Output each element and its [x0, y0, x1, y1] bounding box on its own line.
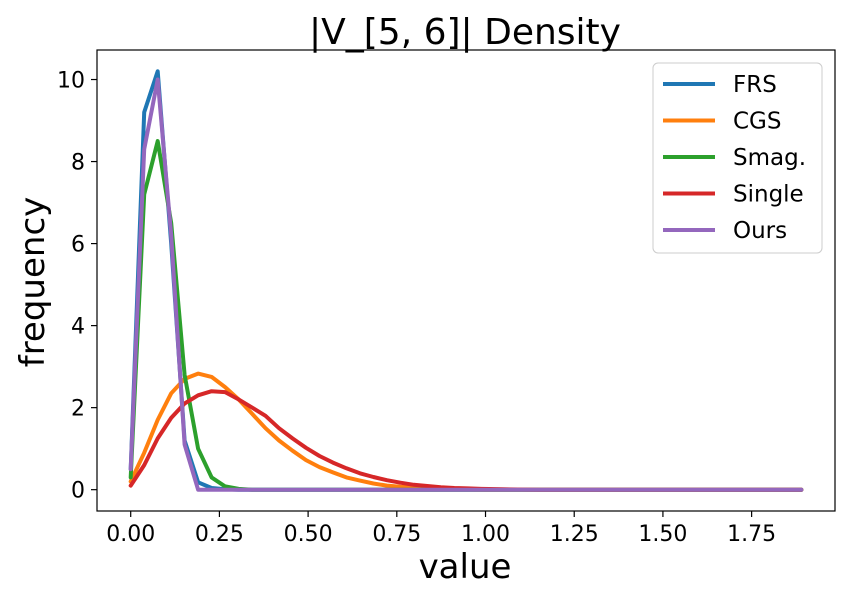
x-tick-label: 1.25: [550, 522, 599, 547]
plot-area: [96, 49, 836, 512]
legend: FRS CGS Smag. Single Ours: [652, 62, 823, 254]
y-tick-label: 8: [71, 151, 85, 176]
y-axis-ticks: 0 2 4 6 8 10: [57, 69, 97, 504]
x-tick-label: 0.00: [106, 522, 155, 547]
legend-box: [652, 62, 823, 254]
x-axis-ticks: 0.00 0.25 0.50 0.75 1.00 1.25 1.50 1.75: [106, 511, 776, 547]
series-line-cgs: [128, 371, 804, 492]
legend-label-single: Single: [733, 182, 804, 208]
y-axis-label: frequency: [13, 197, 53, 368]
series-layer: [128, 69, 804, 492]
x-axis-label: value: [419, 547, 512, 587]
y-tick-label: 6: [71, 233, 85, 258]
series-line-ours: [128, 77, 804, 492]
x-tick-label: 0.50: [284, 522, 333, 547]
plot-frame: [96, 49, 836, 512]
series-line-single: [128, 389, 804, 492]
x-tick-label: 0.25: [195, 522, 244, 547]
y-tick-label: 10: [57, 69, 85, 94]
legend-label-cgs: CGS: [733, 109, 781, 135]
x-tick-label: 1.00: [461, 522, 510, 547]
legend-label-frs: FRS: [733, 72, 777, 98]
x-tick-label: 1.75: [727, 522, 776, 547]
legend-label-ours: Ours: [733, 218, 787, 244]
y-tick-label: 2: [71, 397, 85, 422]
chart-title: |V_[5, 6]| Density: [309, 12, 621, 53]
y-tick-label: 4: [71, 315, 85, 340]
x-tick-label: 0.75: [372, 522, 421, 547]
x-tick-label: 1.50: [638, 522, 687, 547]
legend-label-smag: Smag.: [733, 145, 806, 171]
y-tick-label: 0: [71, 479, 85, 504]
